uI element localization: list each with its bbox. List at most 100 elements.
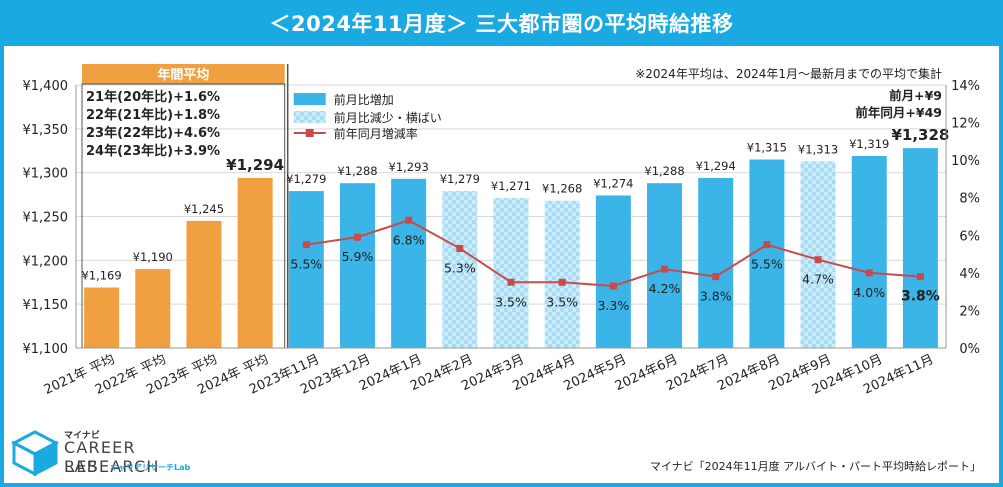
yoy-point <box>865 269 873 277</box>
yoy-point <box>558 278 566 286</box>
bar-increase <box>902 148 938 348</box>
bar-value-label: ¥1,313 <box>798 142 838 156</box>
yoy-value-label: 6.8% <box>393 232 425 247</box>
bar-value-label: ¥1,319 <box>849 137 889 151</box>
source-credit: マイナビ「2024年11月度 アルバイト・パート平均時給レポート」 <box>649 460 981 473</box>
bar-increase <box>288 191 324 348</box>
y-tick-label: ¥1,350 <box>23 123 69 138</box>
bar-increase <box>391 178 427 348</box>
bar-decrease <box>493 198 529 348</box>
logo-brand: マイナビ <box>64 431 100 441</box>
yoy-point <box>353 233 361 241</box>
y-tick-label: ¥1,200 <box>23 254 69 269</box>
y-tick-label: ¥1,250 <box>23 211 69 226</box>
yoy-point <box>814 256 822 264</box>
yoy-value-label: 4.7% <box>802 272 834 287</box>
bar-value-label: ¥1,315 <box>747 141 787 155</box>
y2-tick-label: 10% <box>951 154 980 169</box>
bar-value-label: ¥1,288 <box>644 164 684 178</box>
yoy-value-label: 4.0% <box>853 285 885 300</box>
logo-lab: LAB <box>64 457 99 476</box>
bar-value-label: ¥1,279 <box>286 172 326 186</box>
logo-name: CAREER RESEARCH <box>64 438 160 476</box>
bar-decrease <box>800 161 836 348</box>
chart-title: ＜2024年11月度＞ 三大都市圏の平均時給推移 <box>0 0 1003 46</box>
yoy-point <box>456 244 464 252</box>
y2-tick-label: 4% <box>959 267 980 282</box>
annual-note: 21年(20年比)+1.6% <box>86 89 220 105</box>
legend-swatch-marker <box>305 129 314 137</box>
bar-annual <box>186 220 222 348</box>
chart-frame <box>0 46 1003 487</box>
logo-kana: キャリアリサーチLab <box>110 463 191 472</box>
annual-box-header <box>82 64 285 84</box>
yoy-value-label: 5.3% <box>444 260 476 275</box>
bar-value-label: ¥1,294 <box>226 156 284 174</box>
y-tick-label: ¥1,400 <box>23 79 69 94</box>
y2-tick-label: 12% <box>951 117 980 132</box>
legend-label-line: 前年同月増減率 <box>334 126 418 141</box>
bar-value-label: ¥1,268 <box>542 182 582 196</box>
bar-increase <box>749 159 785 348</box>
bar-value-label: ¥1,288 <box>337 164 377 178</box>
legend-swatch-increase <box>293 93 326 105</box>
yoy-point <box>916 273 924 281</box>
yoy-point <box>712 273 720 281</box>
bar-value-label: ¥1,293 <box>389 160 429 174</box>
yoy-point <box>609 282 617 290</box>
legend-label-increase: 前月比増加 <box>334 92 394 107</box>
bar-increase <box>647 183 683 348</box>
note-mom-change: 前月+¥9 <box>889 88 942 103</box>
bar-value-label: ¥1,274 <box>593 176 633 190</box>
bar-value-label: ¥1,294 <box>696 159 736 173</box>
bar-annual <box>84 287 120 348</box>
bar-value-label: ¥1,245 <box>184 202 224 216</box>
yoy-value-label: 3.5% <box>546 294 578 309</box>
annual-box-header-label: 年間平均 <box>157 67 209 83</box>
note-average-period: ※2024年平均は、2024年1月～最新月までの平均で集計 <box>635 66 942 81</box>
y2-tick-label: 0% <box>959 342 980 357</box>
legend-swatch-decrease <box>293 111 326 123</box>
y2-tick-label: 6% <box>959 229 980 244</box>
y2-tick-label: 2% <box>959 304 980 319</box>
bar-decrease <box>544 200 580 348</box>
bar-increase <box>698 177 734 348</box>
annual-average-box: 年間平均 21年(20年比)+1.6% 22年(21年比)+1.8% 23年(22年比… <box>81 64 289 349</box>
yoy-value-label: 3.5% <box>495 294 527 309</box>
yoy-value-label: 3.8% <box>700 289 732 304</box>
bar-decrease <box>442 191 478 348</box>
note-yoy-change: 前年同月+¥49 <box>855 105 942 120</box>
bar-value-label: ¥1,328 <box>891 126 949 144</box>
yoy-point <box>661 265 669 273</box>
annual-note: 23年(22年比)+4.6% <box>86 125 220 141</box>
yoy-value-label: 3.3% <box>597 298 629 313</box>
data-labels: ¥1,169¥1,190¥1,245¥1,294¥1,279¥1,288 ¥1,2… <box>81 126 949 313</box>
y-tick-label: ¥1,300 <box>23 167 69 182</box>
legend-label-decrease: 前月比減少・横ばい <box>334 110 442 125</box>
bar-annual <box>135 269 171 348</box>
bar-value-label: ¥1,190 <box>133 250 173 264</box>
y-tick-label: ¥1,150 <box>23 298 69 313</box>
y2-tick-label: 8% <box>959 192 980 207</box>
yoy-point <box>763 241 771 249</box>
bar-value-label: ¥1,271 <box>491 179 531 193</box>
bar-value-label: ¥1,279 <box>440 172 480 186</box>
yoy-value-label: 5.5% <box>751 257 783 272</box>
bar-annual <box>237 177 273 348</box>
annual-note: 22年(21年比)+1.8% <box>86 107 220 123</box>
yoy-line <box>302 216 924 290</box>
cube-logo-icon <box>10 430 60 477</box>
bars <box>84 148 938 348</box>
yoy-point <box>302 241 310 249</box>
yoy-point <box>405 216 413 224</box>
bar-increase <box>595 195 631 348</box>
yoy-value-label: 5.9% <box>342 249 374 264</box>
yoy-value-label: 3.8% <box>901 289 940 305</box>
bar-increase <box>339 183 375 348</box>
yoy-value-label: 4.2% <box>649 281 681 296</box>
y2-tick-label: 14% <box>951 79 980 94</box>
y-tick-label: ¥1,100 <box>23 342 69 357</box>
